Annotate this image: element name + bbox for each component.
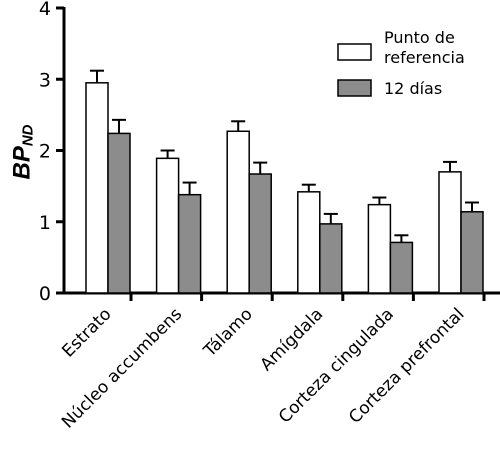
y-tick-label: 0 (39, 283, 51, 305)
x-tick-label: Tálamo (199, 304, 256, 361)
x-tick-label: Núcleo accumbens (58, 304, 186, 432)
y-tick-label: 3 (39, 69, 51, 91)
y-tick-label: 1 (39, 212, 51, 234)
bar-12-days (319, 223, 343, 294)
x-tick-label: Amígdala (257, 304, 328, 375)
bar-baseline (367, 203, 392, 294)
bar-12-days (107, 132, 131, 294)
y-tick-label: 4 (39, 0, 51, 20)
bar-baseline (85, 82, 109, 294)
bar-baseline (155, 157, 180, 294)
bar-12-days (248, 173, 272, 294)
x-tick-label: Estrato (58, 304, 115, 361)
bar-baseline (297, 191, 321, 294)
y-tick-label: 2 (39, 141, 51, 163)
y-axis-label: BPND (8, 124, 37, 180)
x-tick-label: Corteza prefrontal (345, 304, 468, 427)
bar-baseline (226, 130, 250, 294)
bar-12-days (389, 241, 414, 294)
legend-swatch-12-days (337, 79, 372, 97)
bar-baseline (438, 171, 462, 294)
bar-12-days (177, 193, 202, 294)
bar-12-days (460, 211, 484, 294)
legend-label-12-days: 12 días (384, 79, 443, 98)
legend-label-baseline: Punto de referencia (384, 28, 465, 67)
legend-swatch-baseline (337, 43, 372, 61)
